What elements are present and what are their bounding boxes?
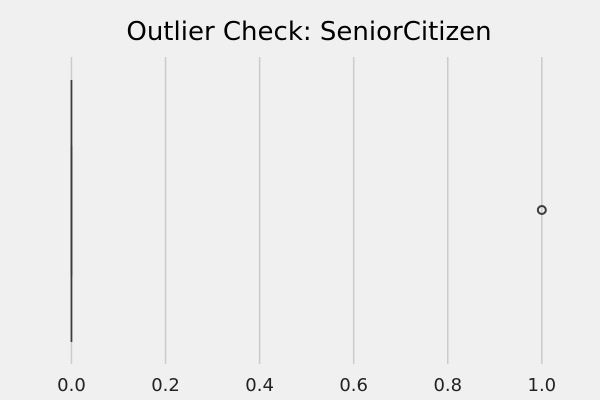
x-tick-labels: 0.0 0.2 0.4 0.6 0.8 1.0 [57, 375, 556, 396]
x-tick-label: 0.2 [151, 375, 180, 396]
chart-title: Outlier Check: SeniorCitizen [126, 17, 491, 47]
x-tick-label: 1.0 [528, 375, 557, 396]
x-tick-label: 0.0 [57, 375, 86, 396]
x-tick-label: 0.4 [245, 375, 274, 396]
x-tick-label: 0.8 [433, 375, 462, 396]
x-tick-label: 0.6 [339, 375, 368, 396]
grid-lines [70, 57, 543, 364]
outlier-point [536, 205, 547, 215]
outlier-points [536, 205, 547, 215]
